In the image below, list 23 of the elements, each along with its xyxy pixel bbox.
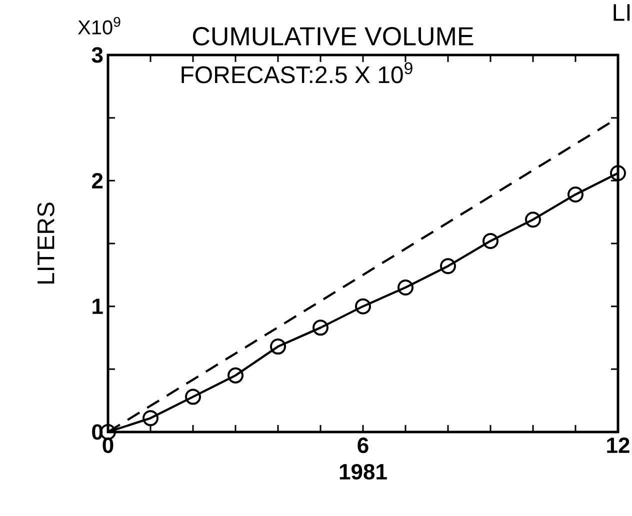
point xyxy=(398,279,414,296)
point xyxy=(440,258,456,274)
text: X10$^{9}$ xyxy=(78,16,120,34)
y-tick-label: 2 xyxy=(92,172,103,188)
point xyxy=(142,410,159,426)
point xyxy=(228,367,244,384)
chart-title: CUMULATIVE VOLUME xyxy=(192,27,474,46)
point xyxy=(355,298,371,314)
point xyxy=(185,388,202,405)
y-tick-label: 1 xyxy=(92,298,103,314)
annotation: FORECAST:2.5 X 10$^{9}$ xyxy=(182,62,412,84)
text: LI xyxy=(614,4,630,21)
y-tick-label: 3 xyxy=(92,47,103,63)
point xyxy=(312,320,329,336)
point xyxy=(482,232,498,249)
x-tick-label: 6 xyxy=(358,438,368,454)
point xyxy=(568,186,584,202)
x-tick-label: 12 xyxy=(607,438,630,453)
point xyxy=(270,338,286,355)
point xyxy=(525,212,541,228)
x-axis-title: 1981 xyxy=(340,464,387,480)
point xyxy=(610,165,626,182)
y-axis-title: LITERS xyxy=(37,202,54,284)
